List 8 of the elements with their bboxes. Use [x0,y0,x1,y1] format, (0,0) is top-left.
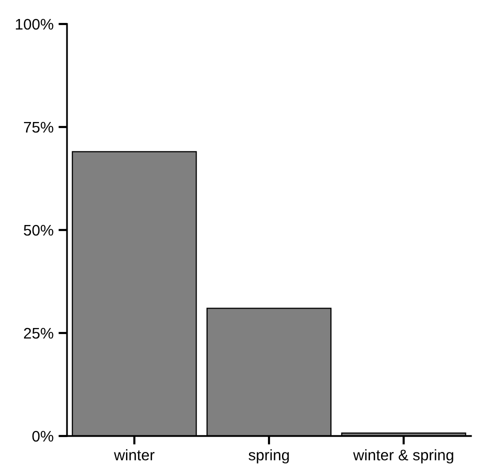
y-tick-label: 0% [32,430,54,442]
x-tick-label: winter [114,449,154,460]
y-tick-label: 25% [24,328,54,339]
y-tick-label: 100% [16,18,54,30]
y-tick-label: 75% [24,122,54,133]
x-tick-label: winter & spring [353,449,454,464]
x-tick-label: spring [248,449,289,464]
y-tick-label: 50% [24,224,54,236]
